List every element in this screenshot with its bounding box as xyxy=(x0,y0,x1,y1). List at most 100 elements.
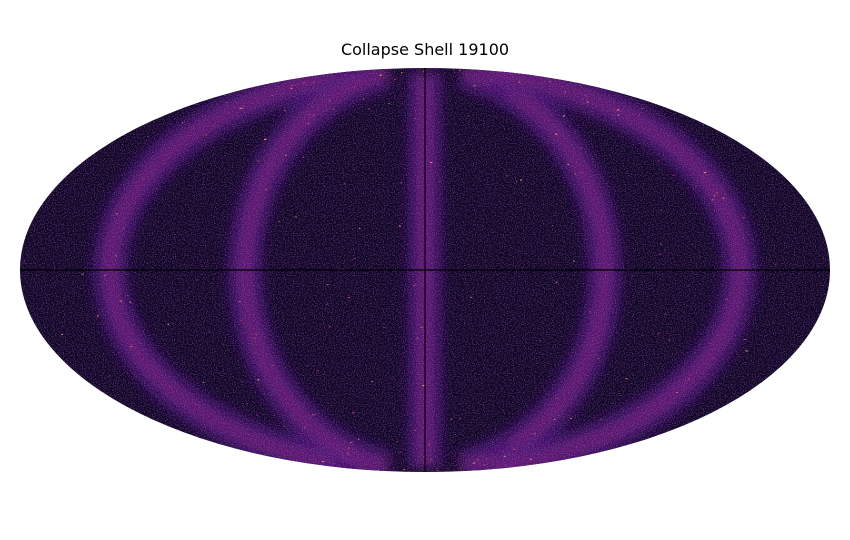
speckle xyxy=(361,108,364,109)
speckle xyxy=(341,432,344,434)
speckle xyxy=(394,78,396,80)
speckle xyxy=(617,109,620,111)
speckle xyxy=(477,140,480,142)
speckle xyxy=(278,221,281,223)
speckle xyxy=(721,331,723,333)
speckle xyxy=(381,73,384,75)
speckle xyxy=(380,75,382,76)
speckle xyxy=(381,124,384,126)
speckle xyxy=(762,342,765,344)
speckle xyxy=(658,265,660,267)
speckle xyxy=(387,102,391,104)
speckle xyxy=(430,459,432,461)
speckle xyxy=(742,217,745,218)
speckle xyxy=(401,72,403,74)
speckle xyxy=(420,326,423,328)
speckle xyxy=(735,188,738,189)
speckle xyxy=(660,209,662,211)
speckle xyxy=(718,408,721,410)
speckle xyxy=(658,253,661,255)
speckle xyxy=(625,378,628,380)
speckle xyxy=(538,340,542,341)
speckle xyxy=(600,418,602,420)
speckle xyxy=(617,114,620,116)
speckle xyxy=(326,284,329,286)
speckle xyxy=(257,160,260,162)
speckle xyxy=(168,140,171,142)
speckle xyxy=(348,447,351,449)
speckle xyxy=(111,200,114,202)
speckle xyxy=(239,107,242,109)
speckle xyxy=(272,365,274,366)
speckle xyxy=(399,225,401,227)
speckle xyxy=(620,141,622,143)
speckle xyxy=(513,448,516,450)
speckle xyxy=(637,406,639,408)
speckle xyxy=(459,417,461,419)
speckle xyxy=(411,72,414,74)
speckle xyxy=(265,189,268,191)
speckle xyxy=(183,148,186,150)
speckle xyxy=(567,163,569,165)
speckle xyxy=(350,442,353,444)
speckle xyxy=(312,114,315,116)
speckle xyxy=(499,201,501,203)
speckle xyxy=(438,180,441,182)
speckle xyxy=(429,441,431,443)
speckle xyxy=(124,333,127,335)
speckle xyxy=(408,279,411,280)
speckle xyxy=(575,184,577,186)
speckle xyxy=(756,300,759,302)
speckle xyxy=(777,208,780,210)
speckle xyxy=(240,381,243,383)
speckle xyxy=(290,87,293,89)
speckle xyxy=(371,78,374,80)
speckle xyxy=(321,461,324,462)
speckle xyxy=(580,147,582,149)
map-body xyxy=(20,68,830,472)
speckle xyxy=(668,339,671,341)
speckle xyxy=(264,139,267,140)
speckle xyxy=(294,216,297,218)
speckle xyxy=(81,273,84,275)
speckle xyxy=(87,256,89,258)
speckle xyxy=(552,151,555,153)
speckle xyxy=(391,378,394,380)
speckle xyxy=(343,461,345,463)
speckle xyxy=(691,382,694,384)
speckle xyxy=(624,309,626,310)
speckle xyxy=(240,319,243,321)
speckle xyxy=(520,179,523,181)
speckle xyxy=(156,188,159,190)
speckle xyxy=(271,95,273,96)
speckle xyxy=(85,260,87,262)
speckle xyxy=(347,297,350,298)
speckle xyxy=(23,262,26,264)
speckle xyxy=(600,174,602,176)
speckle xyxy=(529,108,531,110)
speckle xyxy=(371,381,374,383)
speckle xyxy=(676,392,678,394)
speckle xyxy=(303,82,306,84)
speckle xyxy=(723,259,726,261)
speckle xyxy=(418,374,420,376)
speckle xyxy=(428,462,431,463)
speckle xyxy=(417,185,420,187)
speckle xyxy=(323,409,326,411)
speckle xyxy=(504,464,507,466)
speckle xyxy=(495,116,498,118)
speckle xyxy=(169,386,171,388)
speckle xyxy=(719,199,721,201)
speckle xyxy=(521,433,524,435)
speckle xyxy=(399,452,402,453)
speckle xyxy=(544,112,547,114)
speckle xyxy=(703,172,707,174)
speckle xyxy=(385,467,387,469)
speckle xyxy=(291,84,294,86)
speckle xyxy=(668,382,671,384)
speckle xyxy=(329,100,331,102)
speckle xyxy=(641,108,643,109)
speckle xyxy=(445,385,447,387)
speckle xyxy=(391,470,394,472)
speckle xyxy=(470,102,472,104)
